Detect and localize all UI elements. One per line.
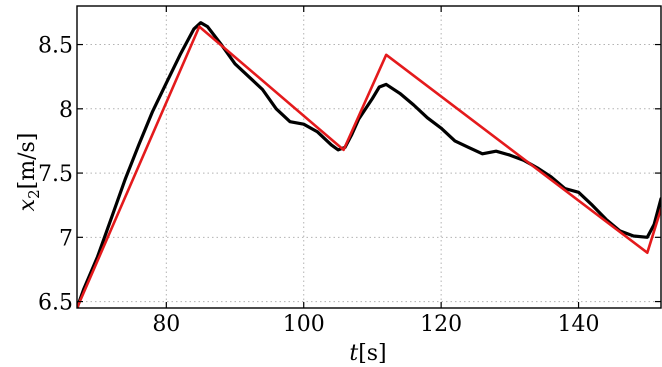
x-tick-label: 100 (283, 312, 325, 337)
x-tick-label: 140 (558, 312, 600, 337)
plot-series (77, 21, 661, 308)
y-tick-label: 8 (59, 98, 73, 123)
y-tick-label: 8.5 (38, 34, 73, 59)
y-tick-label: 6.5 (38, 291, 73, 316)
measured-series-line (77, 21, 661, 308)
plot-frame (76, 5, 662, 309)
x-axis-unit: [s] (358, 341, 386, 366)
y-tick-labels: 6.5 7 7.5 8 8.5 (38, 34, 73, 316)
x-tick-labels: 80 100 120 140 (152, 312, 599, 337)
y-axis-variable: x (15, 198, 40, 211)
y-tick-label: 7 (59, 226, 73, 251)
tick-marks (77, 6, 661, 308)
x-axis-variable: t (349, 341, 358, 366)
y-axis-unit: [m/s] (15, 133, 40, 190)
y-tick-label: 7.5 (38, 162, 73, 187)
x-tick-label: 80 (152, 312, 180, 337)
reference-series-line (77, 25, 661, 308)
y-axis-label: x2[m/s] (15, 133, 43, 212)
x-axis-label: t[s] (349, 341, 386, 366)
y-axis-subscript: 2 (25, 189, 43, 199)
x-tick-label: 120 (420, 312, 462, 337)
grid (77, 6, 661, 308)
